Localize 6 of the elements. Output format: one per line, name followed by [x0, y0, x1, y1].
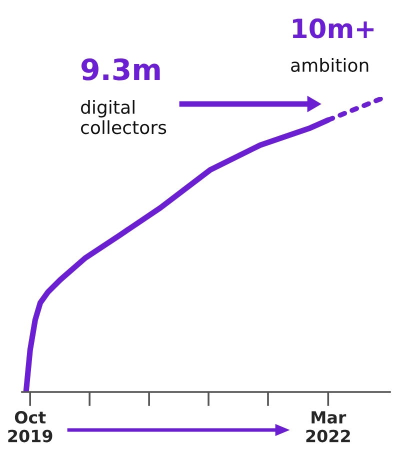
text: ambition: [291, 58, 368, 72]
text: 9.3m: [82, 58, 160, 80]
annotation: digital collectors: [80, 100, 166, 134]
x-tick-label: Mar 2022: [306, 411, 350, 442]
text: 10m+: [292, 18, 374, 38]
x-tick-label: Oct 2019: [8, 411, 52, 442]
